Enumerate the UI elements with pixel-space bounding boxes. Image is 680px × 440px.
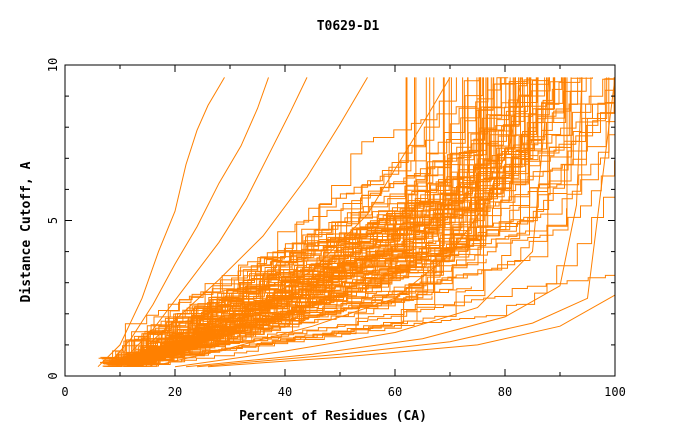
y-tick-label: 0 — [46, 372, 60, 379]
series-line-68 — [121, 77, 431, 359]
series-line-2 — [108, 77, 269, 364]
chart-title: T0629-D1 — [317, 19, 380, 34]
series-line-3 — [119, 77, 308, 364]
series-line-112 — [113, 77, 616, 361]
y-axis-label: Distance Cutoff, A — [19, 161, 34, 302]
x-tick-label: 40 — [278, 385, 292, 399]
series-line-9 — [196, 77, 616, 368]
series-line-10 — [207, 294, 616, 368]
axis-tick-labels: 0 20 40 60 80 100 0 5 10 — [46, 58, 626, 399]
series-line-89 — [113, 77, 572, 365]
x-tick-label: 60 — [388, 385, 402, 399]
y-tick-label: 5 — [46, 217, 60, 224]
series-line-115 — [114, 140, 616, 363]
series-line-91 — [102, 77, 507, 367]
series-line-119 — [123, 286, 472, 367]
x-tick-label: 0 — [61, 385, 68, 399]
x-axis-label: Percent of Residues (CA) — [239, 409, 427, 424]
series-line-109 — [126, 77, 530, 366]
series-line-8 — [185, 77, 583, 368]
series-line-113 — [111, 77, 583, 366]
series-line-117 — [124, 171, 616, 367]
series-line-120 — [108, 77, 481, 363]
series-line-111 — [138, 272, 616, 367]
axis-ticks — [64, 64, 616, 377]
x-tick-label: 80 — [498, 385, 512, 399]
series-line-116 — [106, 77, 511, 367]
series-line-58 — [116, 211, 436, 364]
data-lines — [97, 77, 616, 368]
x-tick-label: 100 — [604, 385, 626, 399]
x-tick-label: 20 — [168, 385, 182, 399]
series-line-108 — [137, 296, 433, 360]
series-line-7 — [174, 77, 550, 368]
y-tick-label: 10 — [46, 58, 60, 72]
series-line-21 — [107, 77, 457, 367]
series-line-110 — [107, 208, 567, 366]
series-line-74 — [100, 77, 495, 363]
series-line-1 — [97, 77, 225, 368]
